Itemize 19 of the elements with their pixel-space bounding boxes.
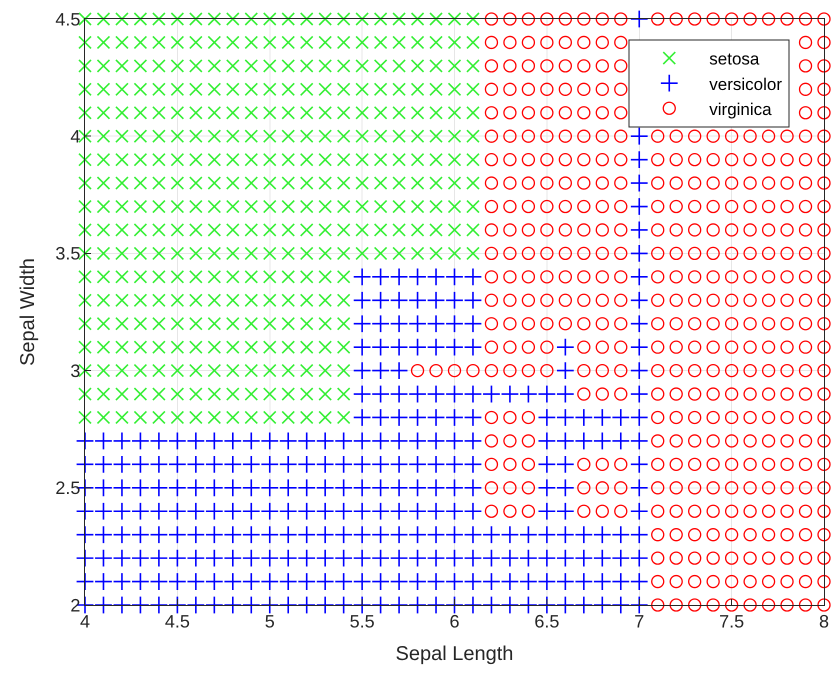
x-tick-label: 8	[818, 612, 830, 632]
x-tick-label: 6	[449, 612, 460, 632]
x-tick-label: 6.5	[534, 612, 560, 632]
x-tick-label: 7.5	[719, 612, 744, 632]
x-tick-label: 5.5	[350, 612, 375, 632]
x-tick-label: 7	[634, 612, 644, 632]
y-tick-label: 2	[70, 595, 80, 616]
x-tick-label: 4.5	[164, 612, 190, 632]
legend-label: setosa	[709, 50, 760, 69]
y-tick-label: 3	[70, 360, 80, 381]
x-axis-title: Sepal Length	[396, 643, 514, 666]
y-axis-title: Sepal Width	[16, 258, 39, 366]
x-tick-label: 5	[264, 612, 275, 632]
y-tick-label: 4	[70, 126, 80, 146]
y-tick-label: 4.5	[55, 9, 80, 30]
y-tick-label: 3.5	[55, 244, 80, 264]
legend-label: versicolor	[709, 74, 782, 94]
y-tick-label: 2.5	[55, 478, 80, 498]
legend-label: virginica	[709, 100, 772, 119]
